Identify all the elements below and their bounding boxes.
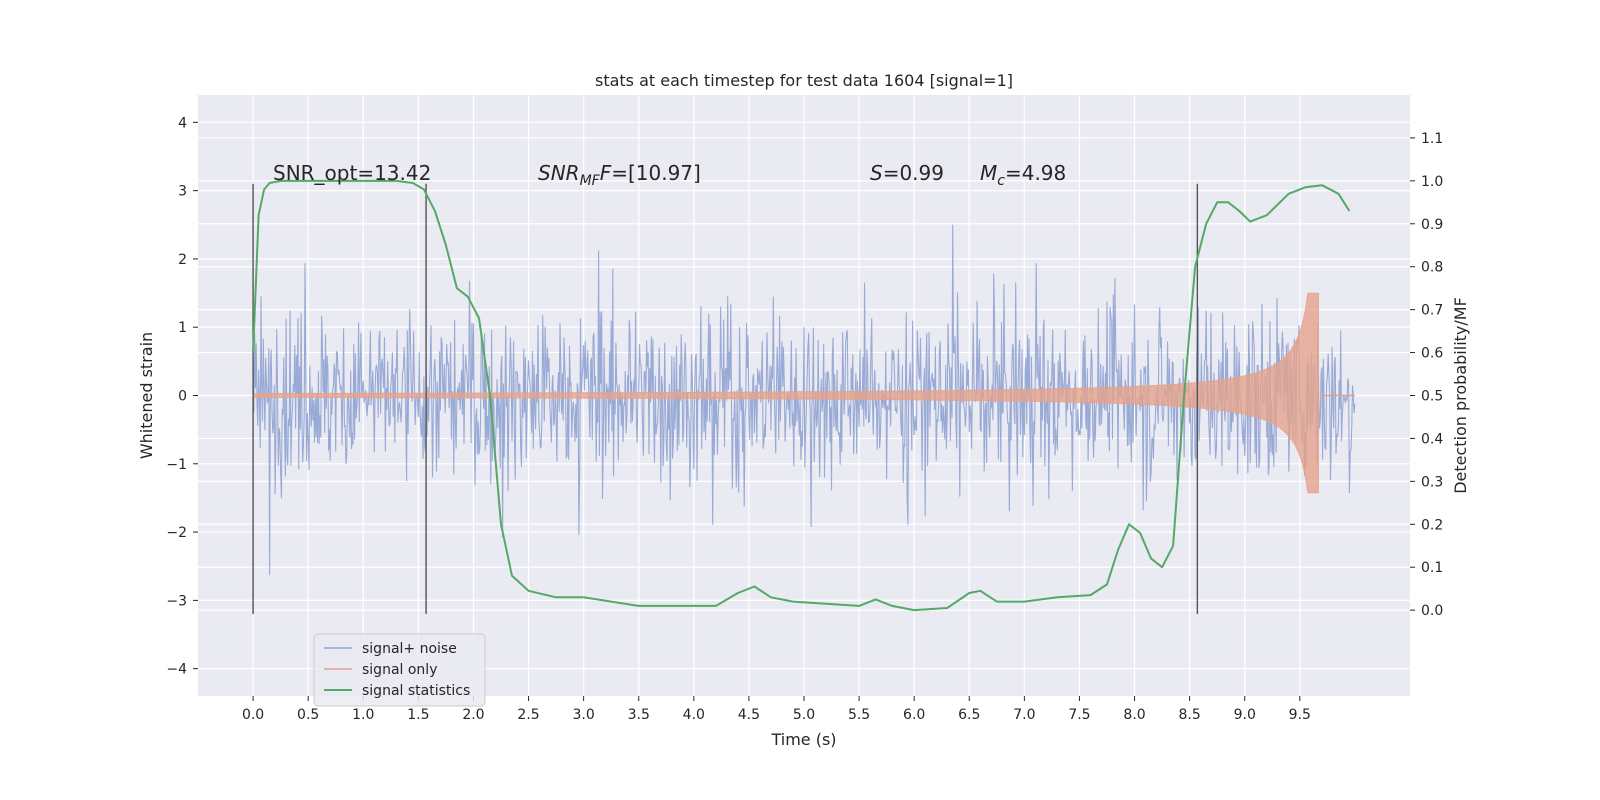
series-signal-noise [252,224,1356,576]
chart-title: stats at each timestep for test data 160… [595,71,1013,90]
snr-mf-subscript: MF [580,173,601,189]
x-tick-label: 2.5 [517,707,539,723]
snr-mf-value: =[10.97] [611,161,701,185]
y2-tick-label: 0.2 [1421,517,1443,533]
y2-tick-label: 0.6 [1421,346,1443,362]
y2-tick-label: 0.1 [1421,560,1443,576]
x-tick-label: 8.0 [1123,707,1145,723]
x-tick-label: 1.0 [352,707,374,723]
tick-labels: 0.0 0.5 1.0 1.5 2.0 2.5 3.0 3.5 4.0 4.5 5.0 5.5 6.0 6… [166,115,1443,723]
mc-subscript: c [997,173,1005,189]
s-symbol: S [870,161,883,185]
x-tick-label: 7.5 [1068,707,1090,723]
y2-tick-label: 0.9 [1421,217,1443,233]
series-signal-statistics [252,179,1351,612]
x-tick-label: 7.0 [1013,707,1035,723]
y2-tick-label: 1.0 [1421,174,1443,190]
annotation-mc: Mc=4.98 [980,161,1066,189]
y-tick-label: 2 [178,252,187,268]
y-tick-label: 3 [178,184,187,200]
mc-symbol: M [980,161,997,185]
y2-tick-label: 0.8 [1421,260,1443,276]
y-tick-label: 0 [178,389,187,405]
x-tick-label: 9.0 [1234,707,1256,723]
legend: signal+ noise signal only signal statist… [313,633,486,707]
x-tick-label: 0.5 [297,707,319,723]
legend-box [313,633,486,707]
x-tick-label: 0.0 [242,707,264,723]
x-tick-label: 3.0 [573,707,595,723]
y-tick-label: −4 [166,662,187,678]
snr-mf-symbol: SNR [538,161,580,185]
y-tick-label: 4 [178,115,187,131]
x-tick-label: 6.5 [958,707,980,723]
series-signal-only [252,292,1355,494]
signal-envelope [252,292,1319,494]
y-tick-label: −2 [166,525,187,541]
x-tick-label: 3.5 [628,707,650,723]
x-tick-label: 1.5 [407,707,429,723]
x-tick-label: 2.0 [462,707,484,723]
y2-tick-label: 0.5 [1421,389,1443,405]
annotation-snr-mf: SNRMFF=[10.97] [538,161,701,189]
y2-tick-label: 0.4 [1421,431,1443,447]
y-axis-label: Whitened strain [137,332,156,459]
annotation-s: S=0.99 [870,161,944,185]
mc-value: =4.98 [1005,161,1066,185]
x-tick-label: 8.5 [1179,707,1201,723]
x-tick-label: 6.0 [903,707,925,723]
y2-tick-label: 0.0 [1421,603,1443,619]
y-tick-label: −3 [166,593,187,609]
legend-label-signal-noise: signal+ noise [362,641,457,657]
y-tick-label: 1 [178,320,187,336]
x-tick-label: 9.5 [1289,707,1311,723]
y2-tick-label: 0.3 [1421,474,1443,490]
legend-label-signal-statistics: signal statistics [362,683,470,699]
y2-axis-label: Detection probability/MF [1451,297,1470,494]
y-tick-label: −1 [166,457,187,473]
y2-tick-label: 1.1 [1421,131,1443,147]
noise-trace [252,224,1356,576]
x-tick-label: 5.5 [848,707,870,723]
x-axis-label: Time (s) [770,730,836,749]
x-tick-label: 4.0 [683,707,705,723]
y2-tick-label: 0.7 [1421,303,1443,319]
legend-label-signal-only: signal only [362,662,437,678]
snr-mf-f: F [600,161,612,185]
statistics-line [252,179,1351,612]
annotation-snr-opt: SNR_opt=13.42 [273,161,431,185]
s-value: =0.99 [883,161,944,185]
x-tick-label: 5.0 [793,707,815,723]
x-tick-label: 4.5 [738,707,760,723]
